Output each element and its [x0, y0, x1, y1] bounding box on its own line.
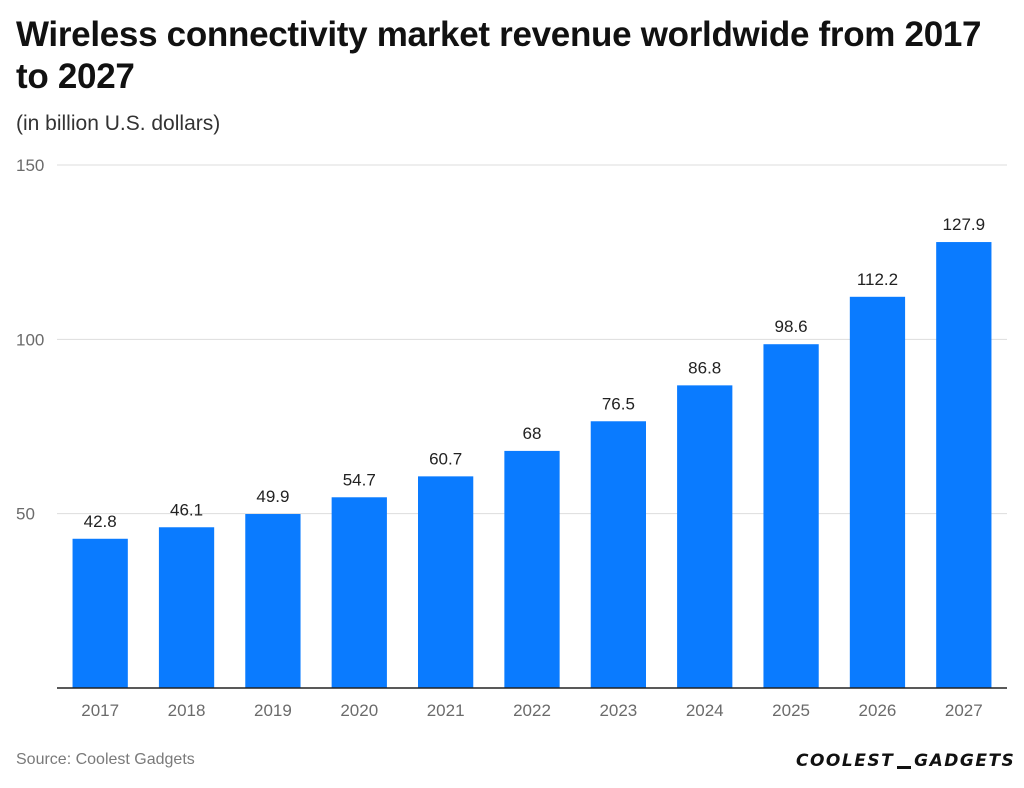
chart-subtitle: (in billion U.S. dollars): [16, 112, 221, 135]
x-tick-label: 2024: [686, 701, 724, 720]
axes: 50 100 150 2017 2018 2019 2020 2021 2022 2023 2024…: [16, 156, 1007, 720]
x-tick-label: 2017: [81, 701, 119, 720]
source-note: Source: Coolest Gadgets: [16, 751, 195, 768]
data-label: 127.9: [943, 215, 986, 234]
bar-2022: [504, 450, 560, 688]
coolest-gadgets-logo: COOLEST GADGETS: [796, 748, 1015, 774]
y-tick-label: 50: [16, 505, 35, 524]
data-label: 76.5: [602, 394, 635, 413]
x-tick-label: 2021: [427, 701, 465, 720]
bar-2020: [331, 497, 387, 688]
data-label: 49.9: [256, 487, 289, 506]
data-label: 42.8: [84, 512, 117, 531]
bar-2023: [590, 421, 646, 688]
bar-2021: [418, 476, 474, 688]
y-tick-label: 100: [16, 330, 44, 349]
bar-2024: [677, 385, 733, 688]
logo-text-left: COOLEST: [796, 751, 895, 771]
y-tick-label: 150: [16, 156, 44, 175]
data-label: 60.7: [429, 449, 462, 468]
bars: [72, 242, 992, 688]
x-tick-label: 2025: [772, 701, 810, 720]
x-tick-label: 2026: [859, 701, 897, 720]
x-tick-label: 2020: [340, 701, 378, 720]
logo-text-right: GADGETS: [914, 751, 1016, 771]
value-labels: 42.8 46.1 49.9 54.7 60.7 68 76.5 86.8 98.6 112.2 1…: [84, 215, 985, 531]
chart-title: Wireless connectivity market revenue wor…: [16, 15, 982, 96]
bar-2025: [763, 344, 819, 688]
bar-2018: [158, 527, 215, 688]
logo-separator: [897, 765, 912, 769]
data-label: 98.6: [775, 317, 808, 336]
data-label: 86.8: [688, 358, 721, 377]
x-tick-label: 2023: [599, 701, 637, 720]
bar-2017: [72, 538, 128, 688]
data-label: 46.1: [170, 500, 203, 519]
data-label: 68: [523, 424, 542, 443]
bar-2019: [245, 514, 301, 688]
bar-chart: 42.8 46.1 49.9 54.7 60.7 68 76.5 86.8 98.6 112.2 1…: [16, 156, 1007, 720]
bar-2026: [849, 296, 906, 688]
x-tick-label: 2018: [168, 701, 206, 720]
x-tick-label: 2022: [513, 701, 551, 720]
data-label: 54.7: [343, 470, 376, 489]
data-label: 112.2: [857, 270, 898, 289]
x-tick-label: 2019: [254, 701, 292, 720]
x-tick-label: 2027: [945, 701, 983, 720]
bar-2027: [936, 242, 992, 688]
